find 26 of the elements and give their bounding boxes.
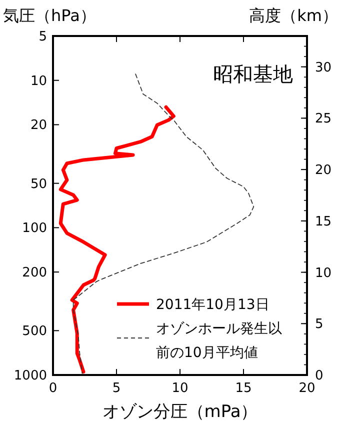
y2-tick-label: 5: [315, 317, 324, 332]
y2-tick-label: 0: [315, 368, 324, 384]
y2-tick-label: 15: [315, 214, 332, 230]
x-tick-label: 20: [298, 381, 316, 396]
legend-label: 2011年10月13日: [156, 297, 270, 313]
y-tick-label: 100: [22, 221, 47, 236]
y-axis-title: 気圧（hPa）: [3, 6, 96, 25]
x-tick-label: 10: [172, 381, 188, 396]
x-tick-label: 5: [112, 381, 121, 396]
y-tick-label: 50: [30, 176, 47, 192]
y-tick-label: 500: [22, 324, 47, 340]
text: 昭和基地: [213, 62, 293, 86]
x-tick-label: 0: [48, 381, 58, 396]
x-axis-title: オゾン分圧（mPa）: [102, 402, 258, 422]
y2-tick-label: 25: [315, 112, 332, 127]
y-tick-label: 1000: [14, 368, 47, 384]
x-tick-label: 15: [235, 381, 252, 396]
y2-tick-label: 10: [315, 266, 332, 281]
y-tick-label: 10: [30, 74, 47, 89]
y2-axis-title: 高度（km）: [249, 6, 338, 25]
y-tick-label: 20: [30, 118, 47, 134]
y-tick-label: 200: [22, 266, 47, 281]
legend-label: オゾンホール発生以前の10月平均値: [156, 321, 282, 361]
y2-tick-label: 30: [315, 60, 332, 76]
y2-tick-label: 20: [315, 163, 332, 178]
y-tick-label: 5: [38, 30, 47, 44]
